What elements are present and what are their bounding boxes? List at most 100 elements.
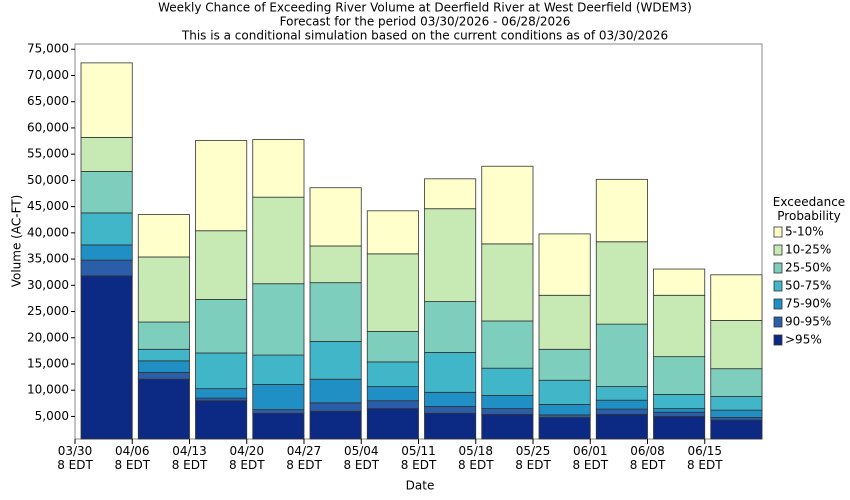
legend-label: 75-90% xyxy=(785,297,831,311)
bar-segment xyxy=(366,408,419,440)
bar-segment xyxy=(252,409,305,414)
bar-segment xyxy=(653,411,706,417)
bar-segment xyxy=(595,399,648,410)
bar-segment xyxy=(481,243,534,322)
x-tick-label: 05/04 8 EDT xyxy=(343,444,380,472)
legend-swatch xyxy=(773,244,783,256)
bar-segment xyxy=(481,395,534,409)
bar-segment xyxy=(137,321,190,350)
bar-segment xyxy=(366,331,419,363)
y-tick-label: 30,000 xyxy=(27,278,69,292)
bar-segment xyxy=(309,245,362,284)
legend-label: 10-25% xyxy=(785,243,831,257)
bar-segment xyxy=(366,210,419,255)
bar-segment xyxy=(538,379,591,405)
x-tick-label: 04/27 8 EDT xyxy=(286,444,322,472)
bar-segment xyxy=(252,196,305,285)
legend-swatch xyxy=(773,298,783,310)
y-tick-label: 50,000 xyxy=(27,173,69,187)
bar-segment xyxy=(195,400,248,440)
bar-segment xyxy=(252,384,305,411)
bar-segment xyxy=(366,386,419,402)
bar-segment xyxy=(538,348,591,381)
bar-segment xyxy=(595,386,648,401)
y-tick-label: 65,000 xyxy=(27,94,69,108)
bar-segment xyxy=(366,253,419,332)
x-tick-label: 05/25 8 EDT xyxy=(515,444,551,472)
bar-segment xyxy=(80,212,133,246)
y-tick-label: 35,000 xyxy=(27,252,69,266)
legend-title: Exceedance Probability xyxy=(772,195,846,223)
legend-swatch xyxy=(773,262,783,274)
bar-segment xyxy=(538,403,591,416)
bar-segment xyxy=(366,361,419,387)
bar-segment xyxy=(653,416,706,440)
bar-segment xyxy=(424,301,477,353)
bar-segment xyxy=(309,187,362,247)
y-tick-label: 55,000 xyxy=(27,147,69,161)
bar-segment xyxy=(195,352,248,390)
bar-segment xyxy=(653,268,706,296)
bar-segment xyxy=(195,230,248,300)
bar-segment xyxy=(710,409,763,418)
bar-segment xyxy=(137,371,190,380)
legend-swatch xyxy=(773,316,783,328)
legend-swatch xyxy=(773,226,783,238)
bar-segment xyxy=(80,136,133,172)
x-axis-label: Date xyxy=(406,479,435,493)
y-tick-label: 15,000 xyxy=(27,356,69,370)
bar-segment xyxy=(309,410,362,440)
y-tick-label: 25,000 xyxy=(27,304,69,318)
x-tick-label: 06/08 8 EDT xyxy=(629,444,666,472)
bar-segment xyxy=(252,412,305,440)
y-axis-label: Volume (AC-FT) xyxy=(10,195,24,288)
bar-segment xyxy=(710,396,763,411)
bar-segment xyxy=(424,208,477,302)
chart-title: Weekly Chance of Exceeding River Volume … xyxy=(158,1,692,15)
bar-segment xyxy=(481,367,534,396)
bar-segment xyxy=(595,413,648,440)
bar-segment xyxy=(595,408,648,415)
bar-segment xyxy=(252,139,305,198)
bar-segment xyxy=(195,388,248,399)
bar-segment xyxy=(710,419,763,440)
bar-segment xyxy=(481,165,534,245)
bar-segment xyxy=(424,178,477,210)
bar-segment xyxy=(137,214,190,258)
y-tick-label: 60,000 xyxy=(27,120,69,134)
bar-segment xyxy=(424,352,477,393)
bar-segment xyxy=(80,275,133,440)
chart-subtitle: Forecast for the period 03/30/2026 - 06/… xyxy=(280,15,571,29)
y-tick-label: 5,000 xyxy=(35,409,69,423)
bar-segment xyxy=(710,274,763,321)
y-tick-label: 75,000 xyxy=(27,42,69,56)
bar-segment xyxy=(137,378,190,440)
bar-segment xyxy=(653,394,706,409)
legend-swatch xyxy=(773,280,783,292)
bar-segment xyxy=(481,413,534,440)
bar-segment xyxy=(137,360,190,373)
x-tick-label: 05/11 8 EDT xyxy=(400,444,437,472)
bar-segment xyxy=(137,348,190,362)
chart-note: This is a conditional simulation based o… xyxy=(181,29,668,43)
y-tick-label: 45,000 xyxy=(27,199,69,213)
bar-segment xyxy=(252,354,305,385)
bar-segment xyxy=(538,417,591,440)
bar-segment xyxy=(80,244,133,261)
bar-segment xyxy=(309,282,362,342)
bar-segment xyxy=(653,294,706,358)
y-tick-label: 70,000 xyxy=(27,68,69,82)
bar-segment xyxy=(710,368,763,397)
x-tick-label: 06/15 8 EDT xyxy=(686,444,723,472)
bar-segment xyxy=(538,233,591,296)
bar-segment xyxy=(195,299,248,354)
y-tick-label: 20,000 xyxy=(27,330,69,344)
bar-segment xyxy=(309,341,362,380)
bar-segment xyxy=(80,259,133,277)
y-tick-label: 40,000 xyxy=(27,225,69,239)
bar-segment xyxy=(195,140,248,232)
x-tick-label: 05/18 8 EDT xyxy=(457,444,494,472)
bar-segment xyxy=(481,320,534,369)
